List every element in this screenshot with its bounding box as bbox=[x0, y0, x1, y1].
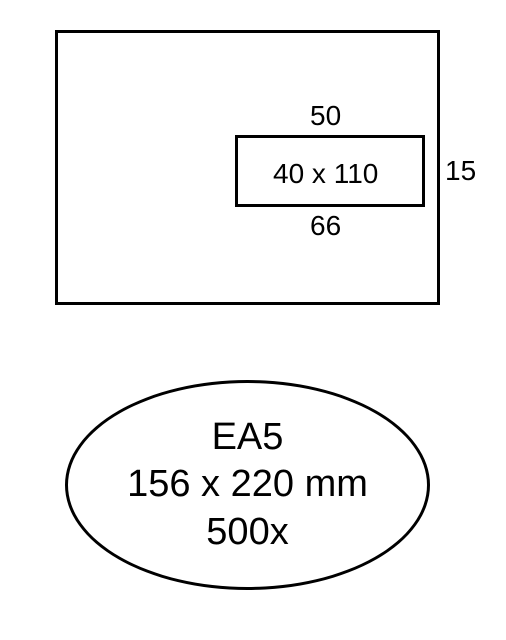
envelope-window-rect: 40 x 110 bbox=[235, 135, 425, 207]
info-ellipse: EA5 156 x 220 mm 500x bbox=[65, 380, 430, 590]
info-format: EA5 bbox=[212, 414, 284, 462]
dim-right: 15 bbox=[445, 155, 476, 187]
info-count: 500x bbox=[206, 509, 288, 557]
window-size-label: 40 x 110 bbox=[273, 158, 378, 190]
dim-bottom: 66 bbox=[310, 210, 341, 242]
info-size: 156 x 220 mm bbox=[127, 461, 368, 509]
dim-top: 50 bbox=[310, 100, 341, 132]
